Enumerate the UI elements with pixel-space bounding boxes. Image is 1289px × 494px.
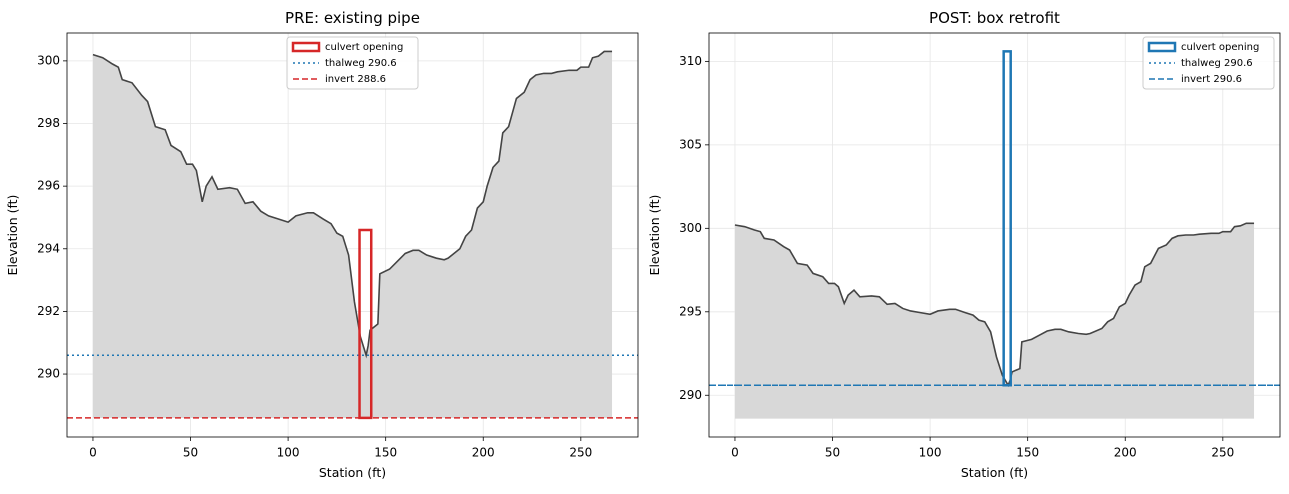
x-tick-label: 50 [183, 446, 198, 460]
y-tick-label: 310 [679, 54, 702, 68]
axes: 0 50 100 150 200 250 290 295 300 305 310 POST: box … [647, 9, 1281, 480]
legend: culvert opening thalweg 290.6 invert 288.6 [286, 36, 419, 90]
legend-label: thalweg 290.6 [325, 58, 397, 69]
profile-fill [92, 51, 613, 418]
profile-line [734, 222, 1255, 388]
legend-swatch [291, 41, 321, 53]
plot-area [67, 50, 638, 420]
y-tick-label: 305 [679, 137, 702, 151]
y-axis-label: Elevation (ft) [5, 195, 20, 276]
x-tick-label: 200 [472, 446, 495, 460]
plot-area [709, 50, 1280, 419]
legend-label: culvert opening [325, 42, 403, 53]
x-tick-label: 150 [374, 446, 397, 460]
x-tick-label: 0 [731, 446, 739, 460]
culvert-opening [358, 228, 373, 420]
legend: culvert opening thalweg 290.6 invert 290.6 [1142, 36, 1275, 90]
y-tick-label: 292 [37, 304, 60, 318]
legend-swatch [1147, 41, 1177, 53]
y-tick-label: 298 [37, 116, 60, 130]
y-tick-label: 300 [37, 53, 60, 67]
profile-fill [734, 223, 1255, 419]
axes: 0 50 100 150 200 250 290 292 294 296 298 300 PRE: ex… [5, 9, 639, 480]
y-axis-label: Elevation (ft) [647, 195, 662, 276]
x-tick-label: 100 [919, 446, 942, 460]
profile-line [92, 50, 613, 359]
x-tick-label: 50 [825, 446, 840, 460]
x-tick-label: 250 [1211, 446, 1234, 460]
y-tick-label: 295 [679, 304, 702, 318]
chart-title: POST: box retrofit [929, 9, 1060, 27]
y-tick-label: 290 [37, 367, 60, 381]
y-tick-label: 300 [679, 221, 702, 235]
x-axis-label: Station (ft) [319, 465, 386, 480]
y-tick-label: 294 [37, 241, 60, 255]
legend-label: culvert opening [1181, 42, 1259, 53]
x-tick-label: 200 [1114, 446, 1137, 460]
y-tick-label: 296 [37, 179, 60, 193]
y-tick-label: 290 [679, 388, 702, 402]
x-tick-label: 0 [89, 446, 97, 460]
x-tick-label: 150 [1016, 446, 1039, 460]
culvert-opening [1002, 50, 1012, 387]
chart-title: PRE: existing pipe [285, 9, 420, 27]
legend-label: invert 290.6 [1181, 74, 1242, 85]
axes-frame [66, 32, 639, 438]
x-axis-label: Station (ft) [961, 465, 1028, 480]
axes-frame [708, 32, 1281, 438]
legend-label: invert 288.6 [325, 74, 386, 85]
legend-label: thalweg 290.6 [1181, 58, 1253, 69]
x-tick-label: 250 [569, 446, 592, 460]
x-tick-label: 100 [277, 446, 300, 460]
